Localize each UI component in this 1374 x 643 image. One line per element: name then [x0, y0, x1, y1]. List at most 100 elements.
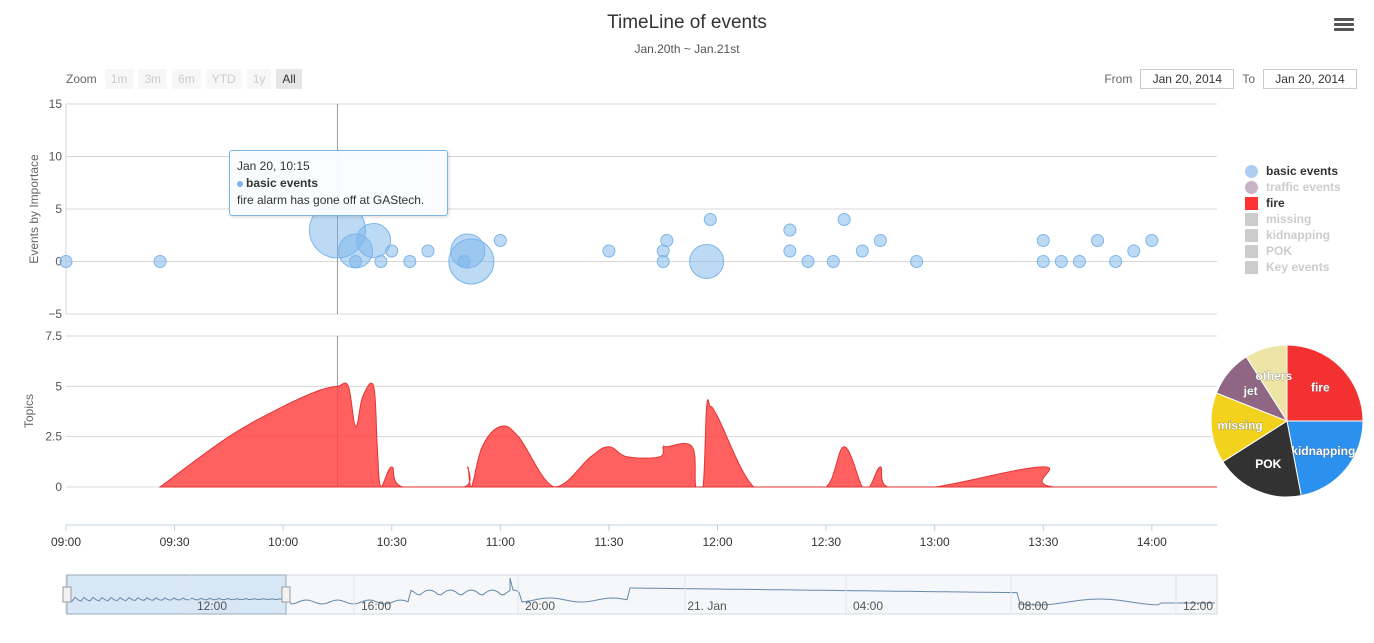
- bubble-point: [1036, 234, 1050, 247]
- zoom-selector: Zoom 1m 3m 6m YTD 1y All: [66, 69, 302, 89]
- from-date-input[interactable]: Jan 20, 2014: [1140, 69, 1235, 89]
- pie-label: fire: [1311, 381, 1330, 395]
- legend-swatch: [1245, 260, 1258, 274]
- legend-label: POK: [1266, 244, 1293, 258]
- pie-label: kidnapping: [1291, 444, 1355, 458]
- zoom-1m-button[interactable]: 1m: [104, 69, 134, 89]
- navigator-label: 16:00: [361, 599, 391, 613]
- navigator-label: 12:00: [1183, 599, 1213, 613]
- x-tick-label: 14:00: [1137, 535, 1167, 549]
- y-tick-label-bottom: 7.5: [45, 329, 62, 343]
- bubble-point: [1145, 234, 1159, 247]
- bubble-point: [356, 223, 392, 258]
- pie-slice-pok: [1222, 420, 1302, 498]
- from-label: From: [1104, 72, 1133, 86]
- chart-subtitle: Jan.20th ~ Jan.21st: [634, 42, 740, 56]
- bubble-point: [403, 255, 417, 268]
- pie-slice-fire: [1286, 344, 1364, 422]
- legend-label: kidnapping: [1266, 228, 1330, 242]
- bubble-point: [374, 255, 388, 268]
- bubble-point: [493, 234, 507, 247]
- bubble-point: [855, 244, 869, 258]
- bubble-point: [1091, 234, 1105, 247]
- navigator-label: 12:00: [197, 599, 227, 613]
- navigator-label: 20:00: [525, 599, 555, 613]
- pie-label: missing: [1217, 418, 1262, 432]
- to-label: To: [1242, 72, 1255, 86]
- legend-label: missing: [1266, 212, 1312, 226]
- bubble-point: [1054, 255, 1068, 268]
- legend-item-pok[interactable]: POK: [1245, 243, 1341, 259]
- bubble-point: [602, 244, 616, 258]
- zoom-6m-button[interactable]: 6m: [172, 69, 201, 89]
- zoom-label: Zoom: [66, 72, 97, 86]
- bubble-point: [1127, 244, 1141, 258]
- legend-item-basic-events[interactable]: basic events: [1245, 163, 1341, 179]
- bubble-point: [59, 255, 73, 268]
- date-range: From Jan 20, 2014 To Jan 20, 2014: [1104, 69, 1357, 89]
- x-tick-label: 13:00: [920, 535, 950, 549]
- pie-slice-others: [1245, 344, 1288, 423]
- legend-item-fire[interactable]: fire: [1245, 195, 1341, 211]
- legend-swatch: [1245, 212, 1258, 226]
- bubble-point: [689, 244, 725, 279]
- legend-label: basic events: [1266, 164, 1339, 178]
- hamburger-menu-icon[interactable]: [1334, 16, 1354, 36]
- zoom-3m-button[interactable]: 3m: [138, 69, 168, 89]
- navigator-selection: [66, 574, 287, 615]
- navigator-series-line: [65, 577, 1215, 606]
- bubble-point: [1109, 255, 1123, 268]
- bubble-point: [826, 255, 840, 268]
- navigator-label: 08:00: [1018, 599, 1048, 613]
- area-series-fire: [158, 382, 1218, 488]
- bubble-point: [873, 234, 887, 247]
- bubble-point: [1036, 255, 1050, 268]
- y-tick-label-bottom: 5: [55, 379, 62, 393]
- y-axis-title-top: Events by Importace: [27, 154, 41, 264]
- zoom-ytd-button[interactable]: YTD: [205, 69, 242, 89]
- pie-label: others: [1256, 369, 1293, 383]
- bubble-point: [385, 244, 399, 258]
- legend-item-kidnapping[interactable]: kidnapping: [1245, 227, 1341, 243]
- tooltip: Jan 20, 10:15 basic events fire alarm ha…: [229, 150, 448, 216]
- legend-swatch: [1245, 196, 1258, 210]
- legend-item-missing[interactable]: missing: [1245, 211, 1341, 227]
- bubble-point: [421, 244, 435, 258]
- x-tick-label: 12:00: [702, 535, 732, 549]
- x-tick-label: 09:30: [160, 535, 190, 549]
- pie-slice-missing: [1210, 392, 1289, 463]
- bubble-point: [837, 213, 851, 226]
- bubble-point: [801, 255, 815, 268]
- series-dot-icon: [237, 180, 243, 187]
- pie-label: POK: [1255, 457, 1281, 471]
- bubble-point: [910, 255, 924, 268]
- bubble-point: [1072, 255, 1086, 268]
- legend-swatch: [1245, 244, 1258, 258]
- legend-item-traffic-events[interactable]: traffic events: [1245, 179, 1341, 195]
- legend-swatch: [1245, 180, 1258, 194]
- pie-label: jet: [1243, 384, 1258, 398]
- pie-slice-kidnapping: [1286, 420, 1364, 497]
- x-tick-label: 11:00: [486, 535, 515, 549]
- y-tick-label-top: 0: [55, 255, 62, 269]
- to-date-input[interactable]: Jan 20, 2014: [1263, 69, 1357, 89]
- y-tick-label-top: −5: [48, 307, 62, 321]
- chart-title: TimeLine of events: [607, 12, 767, 33]
- bubble-point: [783, 223, 797, 237]
- y-tick-label-top: 15: [49, 97, 63, 111]
- tooltip-time: Jan 20, 10:15: [237, 159, 310, 173]
- bubble-point: [349, 255, 363, 268]
- legend-label: traffic events: [1266, 180, 1341, 194]
- zoom-1y-button[interactable]: 1y: [246, 69, 272, 89]
- bubble-point: [660, 234, 674, 247]
- navigator-handle: [281, 586, 291, 603]
- zoom-all-button[interactable]: All: [276, 69, 302, 89]
- navigator-handle: [62, 586, 72, 603]
- legend-item-key-events[interactable]: Key events: [1245, 259, 1341, 275]
- x-tick-label: 10:30: [377, 535, 407, 549]
- legend-label: Key events: [1266, 260, 1330, 274]
- legend-label: fire: [1266, 196, 1285, 210]
- legend: basic events traffic events fire missing kid…: [1245, 163, 1341, 275]
- bubble-point: [783, 244, 797, 258]
- bubble-point: [703, 213, 717, 226]
